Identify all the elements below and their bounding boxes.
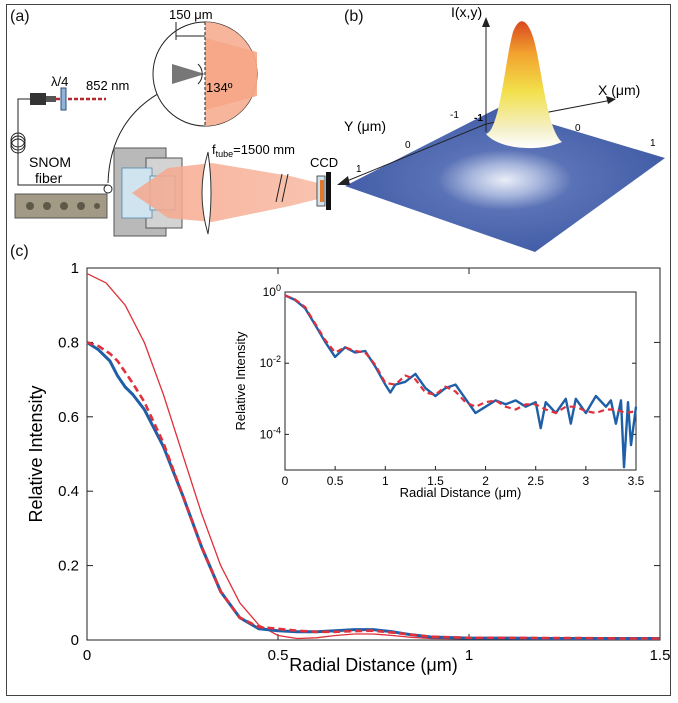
- main-x-tick-label: 1: [465, 647, 473, 664]
- main-y-tick-label: 0.6: [58, 409, 79, 426]
- inset-y-tick-label: 100: [263, 283, 281, 299]
- inset-plot-frame: [285, 292, 636, 470]
- main-x-axis-label: Radial Distance (μm): [289, 655, 457, 675]
- inset-x-axis-label: Radial Distance (μm): [400, 485, 522, 500]
- inset-x-tick-label: 2.5: [527, 474, 544, 488]
- main-y-tick-label: 1: [71, 260, 79, 277]
- inset-y-tick-label: 10-2: [260, 354, 281, 370]
- main-x-tick-label: 0.5: [268, 647, 289, 664]
- inset-x-tick-label: 3.5: [628, 474, 645, 488]
- inset-y-tick-label: 10-4: [260, 425, 281, 441]
- inset-y-axis-label: Relative Intensity: [233, 331, 248, 430]
- inset-x-tick-label: 0.5: [327, 474, 344, 488]
- main-y-tick-label: 0.8: [58, 334, 79, 351]
- inset-x-tick-label: 0: [282, 474, 289, 488]
- main-y-tick-label: 0.2: [58, 558, 79, 575]
- inset-x-tick-label: 3: [583, 474, 590, 488]
- main-x-tick-label: 1.5: [650, 647, 671, 664]
- main-y-tick-label: 0.4: [58, 483, 79, 500]
- main-x-tick-label: 0: [83, 647, 91, 664]
- main-y-tick-label: 0: [71, 632, 79, 649]
- inset-x-tick-label: 1: [382, 474, 389, 488]
- main-y-axis-label: Relative Intensity: [26, 385, 46, 522]
